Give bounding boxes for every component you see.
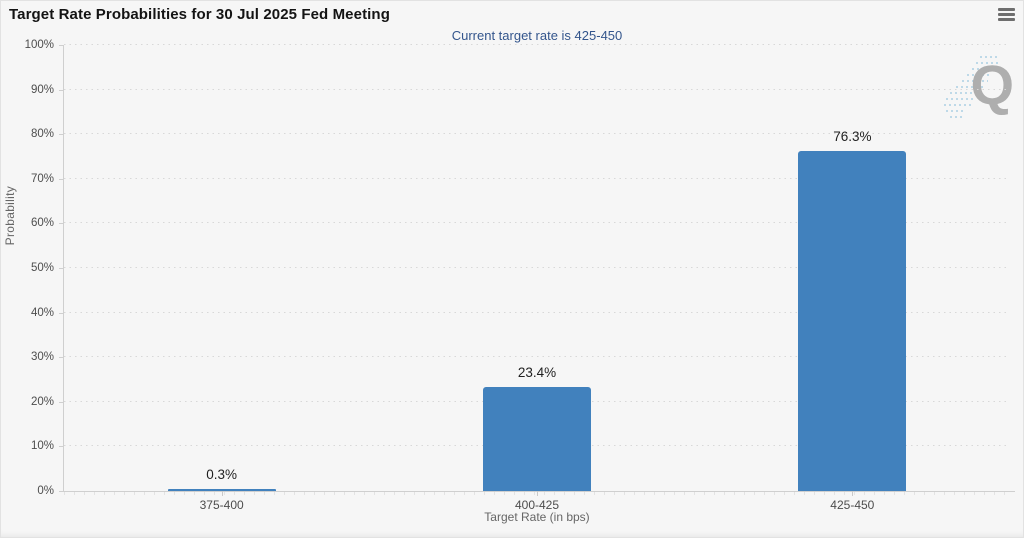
bar-value-label: 76.3% [833,128,872,144]
probability-bar[interactable] [167,489,276,491]
x-axis-minor-ticks [64,492,1014,495]
y-gridline [64,177,1010,179]
watermark-q-letter: Q [970,53,1014,116]
y-tick-label: 20% [30,395,54,408]
y-gridline [64,88,1010,90]
hamburger-bar [998,8,1015,11]
y-tick-label: 60% [30,217,54,230]
probability-bar[interactable] [483,386,591,491]
y-tick-label: 10% [30,440,54,453]
x-axis-tick [537,491,538,496]
bar-value-label: 0.3% [206,467,238,482]
x-tick-label: 400-425 [514,498,560,512]
hamburger-menu-icon[interactable] [998,8,1015,21]
y-axis-tick [59,45,64,46]
y-gridline [64,267,1010,268]
y-tick-label: 0% [37,485,54,497]
x-tick-label: 425-450 [830,498,875,512]
hamburger-bar [998,13,1015,16]
y-axis-tick [59,446,64,448]
chart-title: Target Rate Probabilities for 30 Jul 202… [9,6,390,23]
y-tick-label: 70% [30,172,54,185]
watermark-dashes-icon [944,56,1000,118]
y-axis-tick [59,401,64,403]
y-axis-tick [59,89,64,91]
y-axis-tick [59,357,64,359]
y-axis-tick [59,178,64,180]
y-gridline [64,222,1010,224]
chart-subtitle: Current target rate is 425-450 [451,28,623,43]
plot-area: 0% 10% 20% 30% 40% 50% 60% 70% 80% 90% 100% 0.3% 375… [25,39,1015,512]
x-tick-label: 375-400 [199,498,244,512]
y-tick-label: 80% [30,128,54,141]
y-axis-tick [59,268,64,269]
y-tick-label: 50% [30,262,54,274]
y-gridline [64,356,1010,358]
quikstrike-logo-watermark: Q [936,53,1020,125]
hamburger-bar [998,18,1015,21]
y-axis-tick [59,312,64,314]
y-gridline [64,133,1010,135]
y-gridline [64,311,1010,313]
x-axis-title: Target Rate (in bps) [484,510,590,524]
x-axis-tick [221,491,223,496]
y-gridline [64,44,1010,45]
y-tick-label: 100% [24,39,54,51]
y-tick-label: 40% [30,306,54,319]
y-tick-label: 30% [30,351,54,364]
x-axis-tick [852,491,854,496]
probability-bar[interactable] [798,150,907,491]
y-axis-tick [59,134,64,136]
y-axis-tick [59,223,64,225]
bar-value-label: 23.4% [517,364,557,380]
y-axis-tick [59,491,64,492]
y-tick-label: 90% [30,83,54,96]
x-axis-line [63,491,1015,492]
